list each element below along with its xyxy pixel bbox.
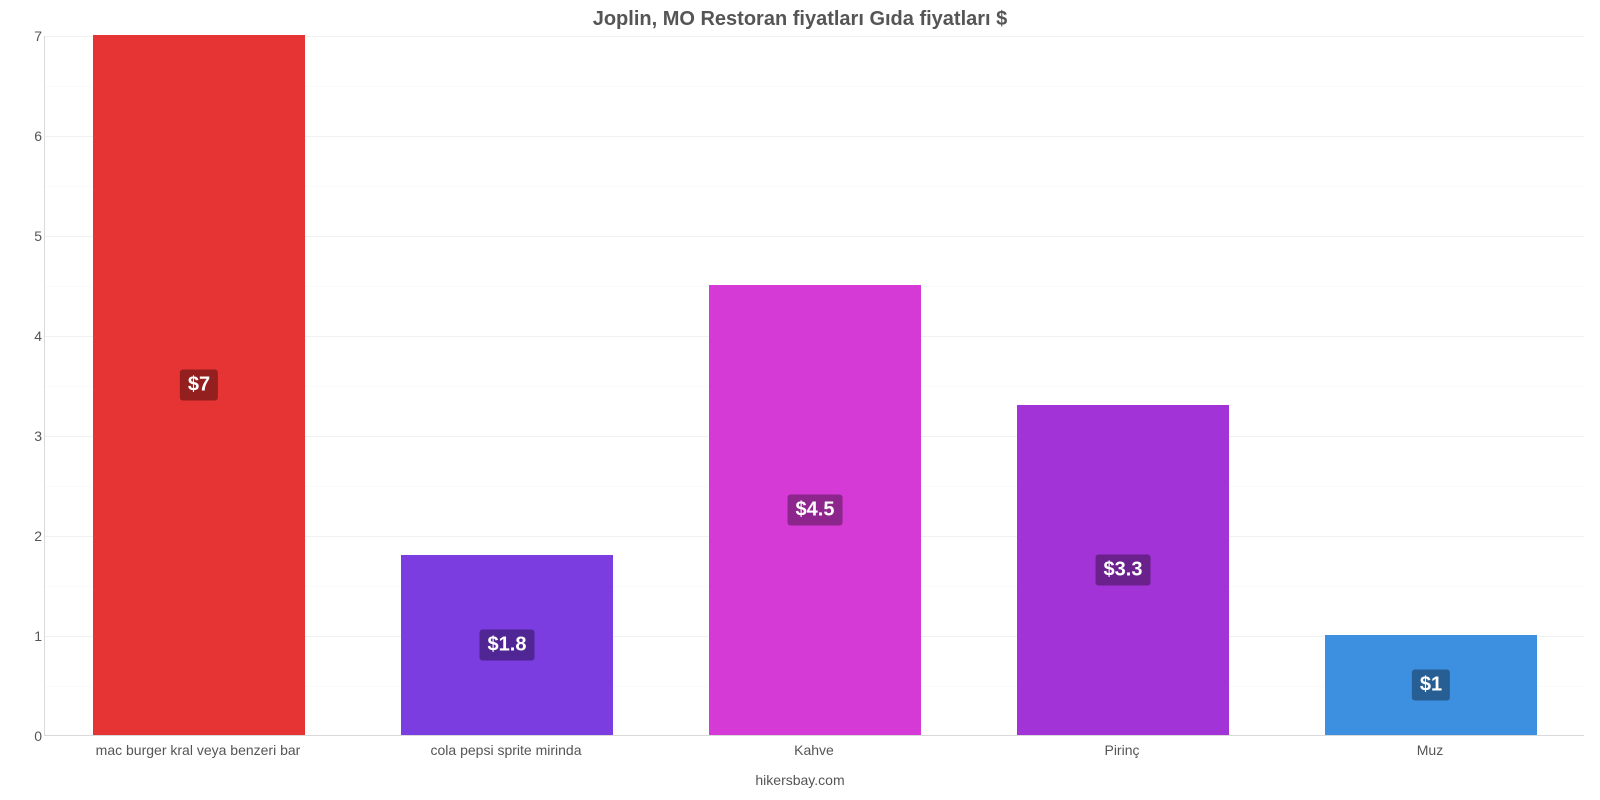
y-tick-label: 4 <box>2 328 42 344</box>
y-tick-label: 5 <box>2 228 42 244</box>
value-label: $3.3 <box>1096 555 1151 586</box>
y-tick-label: 1 <box>2 628 42 644</box>
bar: $1 <box>1325 635 1538 735</box>
bar: $1.8 <box>401 555 614 735</box>
value-label: $7 <box>180 370 218 401</box>
value-label: $1.8 <box>480 630 535 661</box>
y-tick-label: 7 <box>2 28 42 44</box>
value-label: $4.5 <box>788 495 843 526</box>
y-tick-label: 2 <box>2 528 42 544</box>
y-tick-label: 6 <box>2 128 42 144</box>
plot-area: $7 $1.8 $4.5 $3.3 $1 <box>44 36 1584 736</box>
y-tick-label: 0 <box>2 728 42 744</box>
chart-title: Joplin, MO Restoran fiyatları Gıda fiyat… <box>0 8 1600 31</box>
chart-container: Joplin, MO Restoran fiyatları Gıda fiyat… <box>0 0 1600 800</box>
bar: $4.5 <box>709 285 922 735</box>
y-tick-label: 3 <box>2 428 42 444</box>
x-axis-label: mac burger kral veya benzeri bar <box>68 742 328 758</box>
bar: $7 <box>93 35 306 735</box>
x-axis-label: cola pepsi sprite mirinda <box>376 742 636 758</box>
value-label: $1 <box>1412 670 1450 701</box>
x-axis-label: Muz <box>1300 742 1560 758</box>
chart-footer: hikersbay.com <box>0 772 1600 788</box>
x-axis-label: Kahve <box>684 742 944 758</box>
x-axis-label: Pirinç <box>992 742 1252 758</box>
bar: $3.3 <box>1017 405 1230 735</box>
